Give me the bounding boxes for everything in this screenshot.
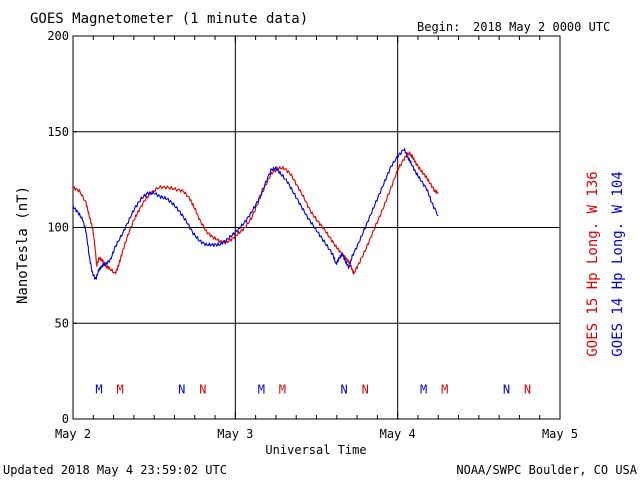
annotation-n-3: N: [199, 382, 206, 396]
annotation-m-4: M: [258, 382, 265, 396]
y-tick-label-2: 100: [47, 221, 69, 235]
legend-goes15: GOES 15 Hp Long. W 136: [585, 171, 601, 356]
y-axis-ticks: 0 50 100 150 200: [47, 29, 77, 426]
annotation-n-10: N: [503, 382, 510, 396]
x-axis-ticks: May 2 May 3 May 4 May 5: [55, 36, 578, 441]
x-tick-label-3: May 5: [542, 427, 578, 441]
annotation-m-8: M: [420, 382, 427, 396]
y-axis-label: NanoTesla (nT): [15, 186, 31, 304]
annotation-n-6: N: [340, 382, 347, 396]
annotation-n-7: N: [362, 382, 369, 396]
x-tick-label-2: May 4: [380, 427, 416, 441]
y-tick-label-0: 0: [62, 412, 69, 426]
annotation-m-1: M: [116, 382, 123, 396]
begin-label: Begin:: [417, 20, 460, 34]
x-tick-label-1: May 3: [217, 427, 253, 441]
series-line-0: [72, 151, 439, 275]
plot-grid: [72, 35, 561, 420]
y-tick-label-1: 50: [55, 316, 69, 330]
annotation-n-11: N: [524, 382, 531, 396]
legend-goes14: GOES 14 Hp Long. W 104: [610, 171, 626, 356]
chart-title: GOES Magnetometer (1 minute data): [30, 11, 308, 27]
credit-text: NOAA/SWPC Boulder, CO USA: [456, 463, 637, 477]
y-tick-label-3: 150: [47, 125, 69, 139]
y-tick-label-4: 200: [47, 29, 69, 43]
series-lines: [72, 148, 439, 280]
updated-timestamp: Updated 2018 May 4 23:59:02 UTC: [3, 463, 227, 477]
x-axis-label: Universal Time: [265, 443, 366, 457]
annotation-n-2: N: [178, 382, 185, 396]
begin-value: 2018 May 2 0000 UTC: [473, 20, 610, 34]
annotation-m-9: M: [441, 382, 448, 396]
annotation-m-0: M: [95, 382, 102, 396]
annotation-m-5: M: [279, 382, 286, 396]
x-tick-label-0: May 2: [55, 427, 91, 441]
series-line-1: [72, 148, 439, 280]
